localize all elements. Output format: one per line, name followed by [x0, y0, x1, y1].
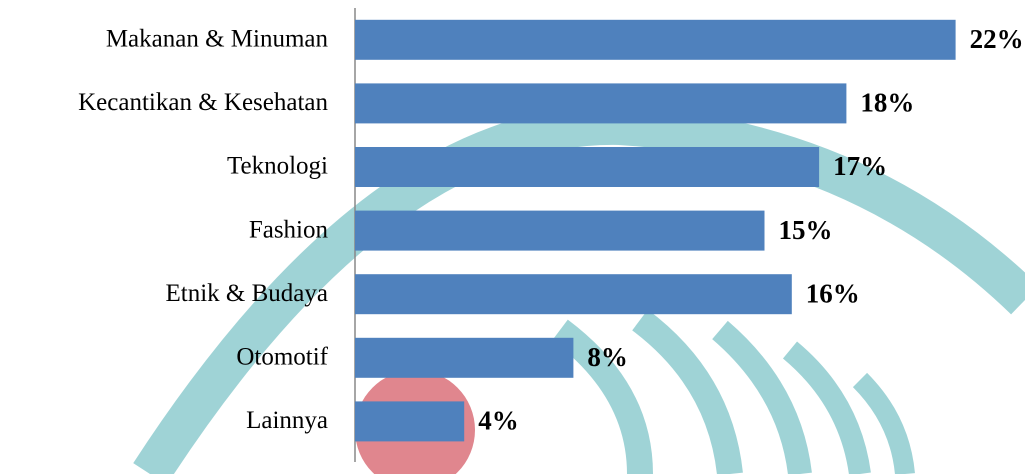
bar: [355, 401, 464, 441]
category-label: Kecantikan & Kesehatan: [78, 89, 328, 116]
value-label: 15%: [779, 215, 833, 245]
category-label: Fashion: [249, 216, 329, 243]
bar: [355, 211, 765, 251]
value-label: 16%: [806, 278, 860, 308]
bar: [355, 338, 573, 378]
bar: [355, 274, 792, 314]
category-label: Otomotif: [236, 344, 328, 371]
value-label: 4%: [478, 406, 519, 436]
category-label: Lainnya: [246, 407, 328, 434]
value-label: 17%: [833, 151, 887, 181]
bar: [355, 83, 846, 123]
value-label: 8%: [587, 342, 628, 372]
category-label: Etnik & Budaya: [166, 280, 328, 307]
page: Makanan & Minuman 22% Kecantikan & Kesehat…: [0, 0, 1025, 474]
category-label: Makanan & Minuman: [106, 26, 329, 53]
value-label: 18%: [860, 88, 914, 118]
bar: [355, 20, 956, 60]
bar: [355, 147, 819, 187]
category-label: Teknologi: [227, 153, 328, 180]
watermark-arc: [640, 320, 730, 474]
chart: Makanan & Minuman 22% Kecantikan & Kesehat…: [0, 0, 1025, 474]
value-label: 22%: [970, 24, 1024, 54]
